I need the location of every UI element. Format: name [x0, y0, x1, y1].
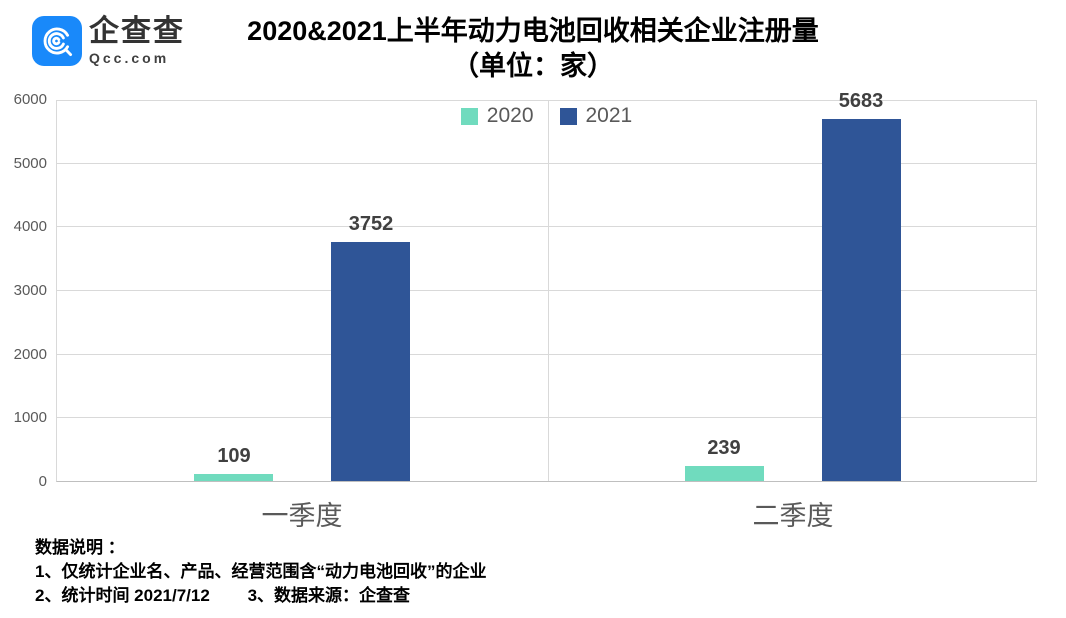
- gridline-3000: [57, 290, 1036, 291]
- logo-domain: Qcc.com: [89, 50, 170, 66]
- logo-name: 企查查: [89, 15, 185, 48]
- chart-title: 2020&2021上半年动力电池回收相关企业注册量 （单位：家）: [0, 14, 1066, 84]
- gridline-4000: [57, 226, 1036, 227]
- qcc-logo-icon: [32, 16, 82, 66]
- notes: 数据说明 ： 1、仅统计企业名、产品、经营范围含“动力电池回收”的企业 2、统计…: [35, 536, 486, 608]
- note-heading: 数据说明 ：: [35, 538, 125, 557]
- bar-2021-一季度: [331, 242, 410, 481]
- qcc-logo[interactable]: 企查查 Qcc.com: [32, 16, 185, 66]
- y-tick-1000: 1000: [13, 409, 47, 426]
- legend-swatch-2021: [559, 107, 577, 125]
- legend-swatch-2020: [460, 107, 478, 125]
- bar-2020-一季度: [194, 474, 273, 481]
- y-tick-2000: 2000: [13, 346, 47, 363]
- y-tick-6000: 6000: [13, 91, 47, 108]
- bar-value-2020-二季度: 239: [707, 437, 741, 459]
- q-magnifier-glyph: [43, 27, 73, 57]
- category-separator: [548, 100, 549, 481]
- x-label-一季度: 一季度: [261, 501, 343, 531]
- y-tick-3000: 3000: [13, 282, 47, 299]
- legend-label-2020: 2020: [486, 104, 534, 127]
- legend-label-2021: 2021: [585, 104, 633, 127]
- bar-2021-二季度: [822, 119, 901, 481]
- gridline-1000: [57, 417, 1036, 418]
- gridline-6000: [57, 100, 1036, 101]
- bar-2020-二季度: [685, 466, 764, 481]
- legend-item-2020: 2020: [460, 104, 534, 128]
- chart-legend: 2020 2021: [57, 104, 1036, 128]
- y-tick-5000: 5000: [13, 155, 47, 172]
- note-1: 1、仅统计企业名、产品、经营范围含“动力电池回收”的企业: [35, 562, 487, 581]
- note-2-3: 2、统计时间 2021/7/12 3、数据来源：企查查: [35, 586, 411, 605]
- y-tick-4000: 4000: [13, 218, 47, 235]
- x-label-二季度: 二季度: [752, 501, 834, 531]
- y-tick-0: 0: [38, 473, 47, 490]
- bar-value-2021-一季度: 3752: [348, 213, 394, 235]
- gridline-2000: [57, 354, 1036, 355]
- bar-value-2021-二季度: 5683: [838, 90, 884, 112]
- chart-title-line1: 2020&2021上半年动力电池回收相关企业注册量: [247, 16, 819, 46]
- bar-value-2020-一季度: 109: [217, 445, 251, 467]
- legend-item-2021: 2021: [559, 104, 633, 128]
- plot-area: 2020 2021 0 1000 2000 3000 4000 5000 6000 109 239…: [14, 90, 1037, 531]
- chart-title-line2: （单位：家）: [452, 51, 614, 81]
- gridline-5000: [57, 163, 1036, 164]
